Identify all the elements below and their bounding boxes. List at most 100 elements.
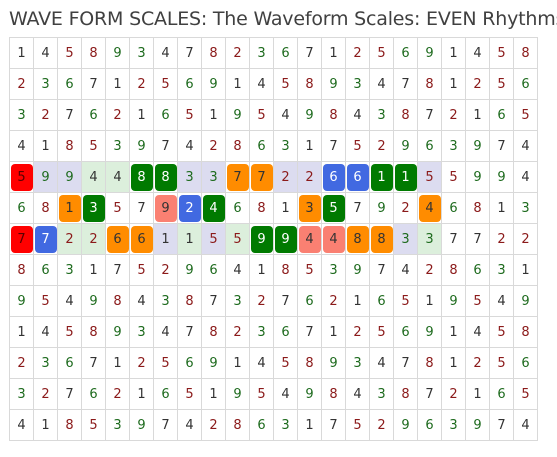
grid-cell: 5 (250, 100, 274, 131)
grid-digit: 1 (473, 107, 482, 123)
grid-digit: 9 (113, 324, 122, 340)
grid-digit: 3 (449, 138, 458, 154)
grid-digit: 3 (401, 231, 410, 247)
grid-digit: 6 (233, 200, 242, 216)
grid-cell: 2 (202, 131, 226, 162)
grid-cell: 7 (490, 131, 514, 162)
grid-digit: 5 (65, 45, 74, 61)
grid-digit: 9 (377, 200, 386, 216)
grid-cell: 1 (202, 379, 226, 410)
grid-digit: 4 (401, 262, 410, 278)
grid-cell: 8 (202, 317, 226, 348)
grid-digit: 9 (41, 169, 50, 185)
grid-cell: 7 (346, 193, 370, 224)
grid-digit: 5 (521, 107, 530, 123)
grid-digit: 7 (401, 355, 410, 371)
grid-digit: 2 (209, 138, 218, 154)
grid-cell: 3 (130, 317, 154, 348)
grid-cell: 3 (274, 410, 298, 441)
grid-cell: 6 (154, 100, 178, 131)
grid-digit: 5 (497, 45, 506, 61)
grid-digit: 6 (130, 225, 153, 253)
grid-cell: 5 (514, 100, 538, 131)
grid-cell: 9 (178, 255, 202, 286)
grid-digit: 1 (497, 200, 506, 216)
grid-cell: 4 (514, 162, 538, 193)
grid-digit: 7 (185, 45, 194, 61)
grid-cell: 6 (250, 131, 274, 162)
grid-cell: 7 (298, 38, 322, 69)
grid-digit: 4 (353, 386, 362, 402)
grid-digit: 3 (41, 76, 50, 92)
grid-digit: 5 (497, 324, 506, 340)
grid-cell: 7 (370, 255, 394, 286)
grid-cell: 6 (202, 255, 226, 286)
grid-cell: 1 (442, 69, 466, 100)
grid-cell: 6 (58, 348, 82, 379)
grid-cell: 1 (442, 348, 466, 379)
grid-cell: 2 (298, 162, 322, 193)
grid-cell: 8 (154, 162, 178, 193)
grid-cell: 3 (346, 348, 370, 379)
grid-digit: 2 (113, 386, 122, 402)
grid-cell: 4 (178, 131, 202, 162)
grid-digit: 7 (329, 138, 338, 154)
grid-digit: 8 (89, 45, 98, 61)
grid-cell: 6 (442, 193, 466, 224)
grid-digit: 9 (497, 169, 506, 185)
grid-digit: 8 (521, 324, 530, 340)
grid-cell: 5 (274, 69, 298, 100)
grid-digit: 9 (329, 76, 338, 92)
grid-digit: 7 (209, 293, 218, 309)
grid-cell: 4 (250, 69, 274, 100)
grid-cell: 9 (418, 38, 442, 69)
grid-cell: 3 (34, 69, 58, 100)
grid-digit: 7 (305, 324, 314, 340)
grid-cell: 6 (394, 317, 418, 348)
grid-digit: 8 (17, 262, 26, 278)
grid-cell: 4 (58, 286, 82, 317)
grid-cell: 4 (34, 317, 58, 348)
grid-cell: 7 (418, 100, 442, 131)
grid-digit: 8 (449, 262, 458, 278)
grid-digit: 1 (161, 231, 170, 247)
grid-cell: 6 (490, 379, 514, 410)
grid-digit: 5 (233, 231, 242, 247)
grid-cell: 4 (82, 162, 106, 193)
grid-digit: 6 (185, 355, 194, 371)
grid-cell: 2 (106, 100, 130, 131)
grid-cell: 5 (322, 193, 346, 224)
grid-cell: 3 (82, 193, 106, 224)
grid-digit: 4 (185, 417, 194, 433)
grid-digit: 3 (17, 107, 26, 123)
grid-cell: 8 (274, 255, 298, 286)
grid-digit: 7 (137, 200, 146, 216)
grid-cell: 9 (226, 100, 250, 131)
grid-digit: 8 (425, 355, 434, 371)
grid-digit: 2 (113, 107, 122, 123)
grid-digit: 4 (377, 355, 386, 371)
grid-digit: 7 (497, 417, 506, 433)
grid-digit: 7 (89, 355, 98, 371)
grid-cell: 4 (250, 348, 274, 379)
grid-cell: 9 (202, 348, 226, 379)
grid-digit: 6 (322, 163, 345, 191)
grid-digit: 6 (161, 386, 170, 402)
grid-digit: 9 (401, 138, 410, 154)
grid-cell: 9 (106, 317, 130, 348)
grid-digit: 6 (161, 107, 170, 123)
grid-cell: 3 (10, 379, 34, 410)
grid-cell: 9 (346, 255, 370, 286)
grid-cell: 1 (274, 193, 298, 224)
grid-cell: 9 (514, 286, 538, 317)
grid-digit: 1 (137, 107, 146, 123)
grid-cell: 6 (178, 348, 202, 379)
grid-digit: 2 (449, 386, 458, 402)
grid-cell: 3 (370, 379, 394, 410)
grid-cell: 7 (274, 286, 298, 317)
grid-cell: 4 (514, 410, 538, 441)
grid-cell: 6 (346, 162, 370, 193)
grid-cell: 2 (418, 255, 442, 286)
grid-cell: 2 (10, 348, 34, 379)
grid-cell: 8 (322, 379, 346, 410)
